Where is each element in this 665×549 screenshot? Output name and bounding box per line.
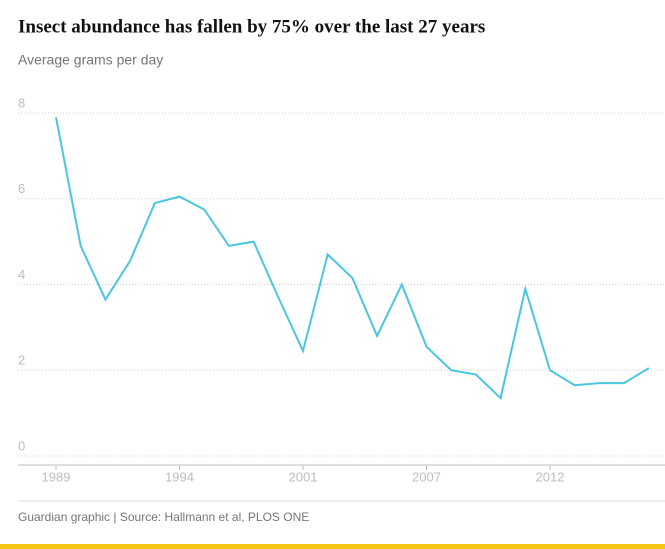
x-tick-label: 2012 (536, 469, 565, 484)
y-tick-label: 2 (18, 353, 25, 368)
data-line (55, 117, 650, 401)
chart-title: Insect abundance has fallen by 75% over … (18, 16, 485, 37)
x-tick-label: 2007 (412, 469, 441, 484)
y-tick-label: 6 (18, 181, 25, 196)
x-tick-label: 2001 (289, 469, 318, 484)
chart-subtitle: Average grams per day (18, 52, 163, 68)
y-tick-label: 8 (18, 95, 25, 110)
footer-bar (0, 544, 665, 549)
source-note: Guardian graphic | Source: Hallmann et a… (18, 510, 309, 524)
x-tick-label: 1989 (42, 469, 71, 484)
y-tick-label: 4 (18, 267, 25, 282)
x-tick-label: 1994 (165, 469, 194, 484)
y-tick-label: 0 (18, 438, 25, 453)
